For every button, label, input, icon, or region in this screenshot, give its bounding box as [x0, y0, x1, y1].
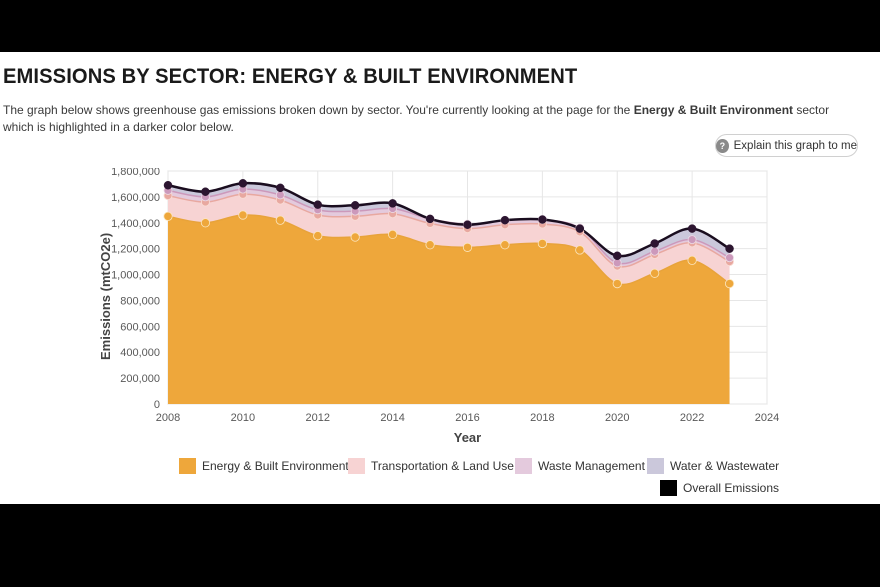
svg-text:400,000: 400,000 — [120, 347, 160, 359]
svg-text:1,800,000: 1,800,000 — [111, 168, 160, 178]
svg-text:2010: 2010 — [231, 412, 255, 424]
svg-text:1,600,000: 1,600,000 — [111, 192, 160, 204]
svg-text:2012: 2012 — [306, 412, 330, 424]
svg-text:1,000,000: 1,000,000 — [111, 270, 160, 282]
svg-text:200,000: 200,000 — [120, 373, 160, 385]
svg-text:2008: 2008 — [156, 412, 180, 424]
svg-text:2024: 2024 — [755, 412, 779, 424]
svg-text:0: 0 — [154, 399, 160, 411]
svg-text:2014: 2014 — [380, 412, 404, 424]
svg-text:2018: 2018 — [530, 412, 554, 424]
svg-text:2016: 2016 — [455, 412, 479, 424]
svg-text:1,400,000: 1,400,000 — [111, 218, 160, 230]
svg-text:1,200,000: 1,200,000 — [111, 244, 160, 256]
svg-text:800,000: 800,000 — [120, 295, 160, 307]
svg-text:600,000: 600,000 — [120, 321, 160, 333]
svg-text:2020: 2020 — [605, 412, 629, 424]
svg-text:2022: 2022 — [680, 412, 704, 424]
